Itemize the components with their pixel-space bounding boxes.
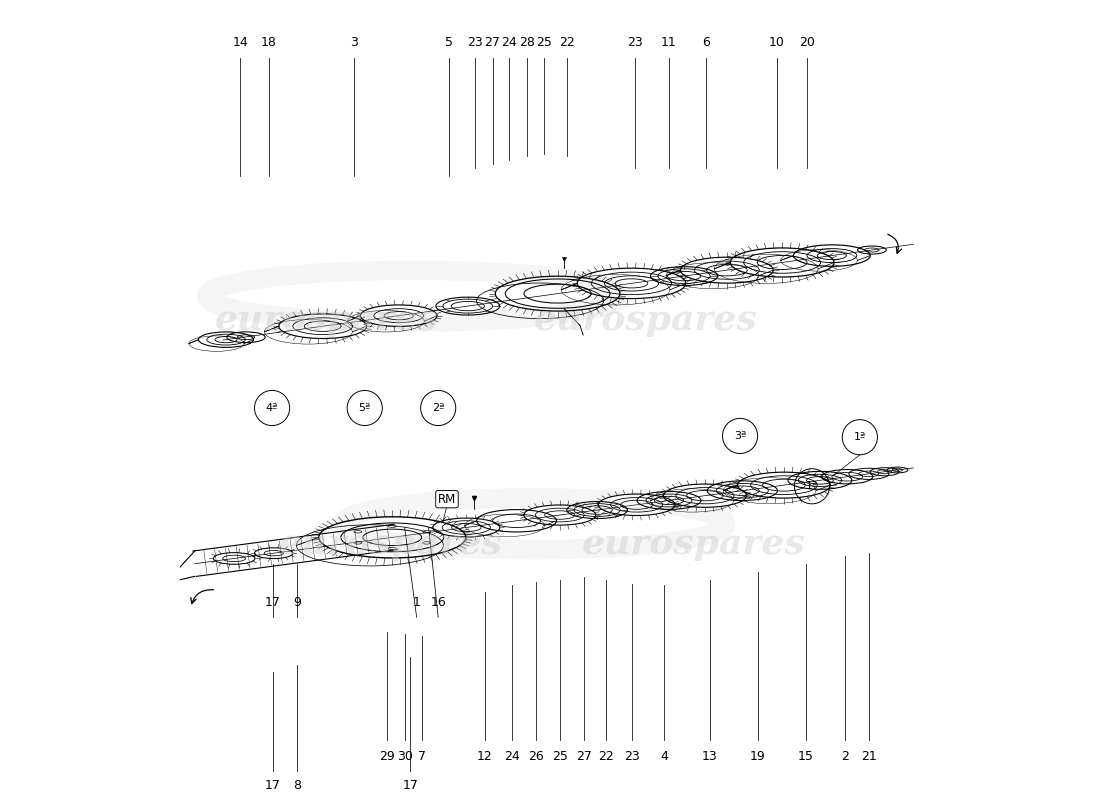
Text: 19: 19 (750, 750, 766, 762)
Text: 24: 24 (504, 750, 519, 762)
Text: 22: 22 (598, 750, 614, 762)
Text: 22: 22 (559, 36, 574, 49)
Text: 27: 27 (576, 750, 592, 762)
Text: 17: 17 (403, 779, 418, 792)
Text: 23: 23 (625, 750, 640, 762)
Text: 25: 25 (552, 750, 569, 762)
Text: 13: 13 (702, 750, 717, 762)
Text: 1ª: 1ª (854, 432, 866, 442)
Text: 7: 7 (418, 750, 426, 762)
Text: 15: 15 (798, 750, 814, 762)
Text: 10: 10 (769, 36, 784, 49)
Text: 16: 16 (430, 596, 447, 610)
Text: 28: 28 (519, 36, 535, 49)
Text: 1: 1 (412, 596, 420, 610)
Text: 6: 6 (702, 36, 710, 49)
Text: 25: 25 (537, 36, 552, 49)
Text: 5: 5 (444, 36, 452, 49)
Text: 1ª: 1ª (806, 482, 818, 491)
Text: 3ª: 3ª (734, 431, 746, 441)
Text: 11: 11 (661, 36, 676, 49)
Text: eurospares: eurospares (278, 526, 503, 561)
Text: 23: 23 (627, 36, 642, 49)
Text: 17: 17 (265, 779, 280, 792)
Text: 26: 26 (528, 750, 544, 762)
Text: 30: 30 (397, 750, 412, 762)
Text: 14: 14 (232, 36, 248, 49)
Text: 18: 18 (261, 36, 277, 49)
Text: 5ª: 5ª (359, 403, 371, 413)
Text: 4ª: 4ª (266, 403, 278, 413)
Text: 17: 17 (265, 596, 280, 610)
Text: eurospares: eurospares (214, 303, 438, 337)
Text: 24: 24 (502, 36, 517, 49)
Text: 2: 2 (842, 750, 849, 762)
Text: 23: 23 (468, 36, 483, 49)
Text: 4: 4 (660, 750, 668, 762)
Text: 21: 21 (861, 750, 878, 762)
Text: 2ª: 2ª (432, 403, 444, 413)
Text: eurospares: eurospares (582, 526, 805, 561)
Text: 20: 20 (800, 36, 815, 49)
Text: 27: 27 (485, 36, 501, 49)
Text: RM: RM (438, 493, 456, 506)
Text: 12: 12 (476, 750, 493, 762)
Text: 8: 8 (293, 779, 300, 792)
Text: eurospares: eurospares (534, 303, 758, 337)
Text: 9: 9 (293, 596, 300, 610)
Text: 3: 3 (351, 36, 359, 49)
Text: 29: 29 (379, 750, 395, 762)
